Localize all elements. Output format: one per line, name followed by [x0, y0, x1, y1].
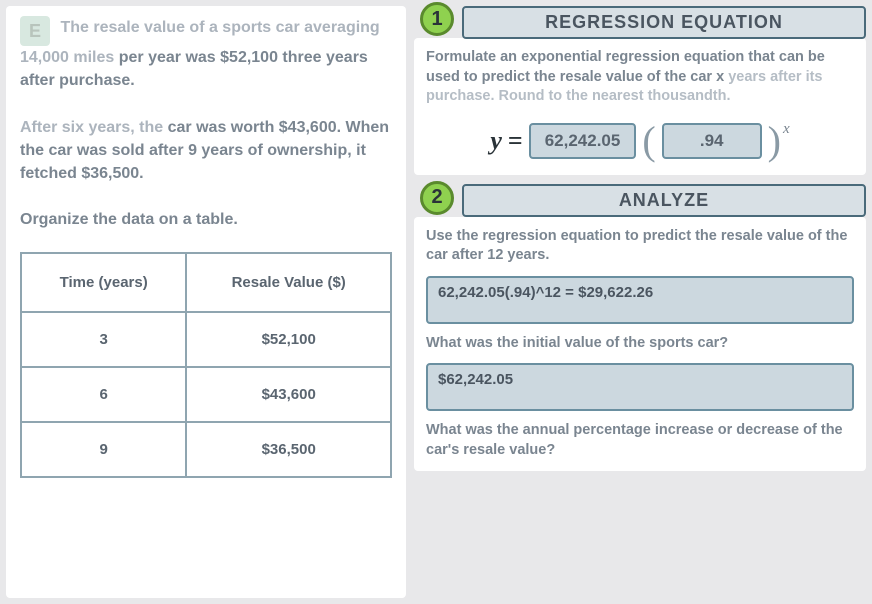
equation-row: y = 62,242.05 ( .94 ) x [426, 117, 854, 165]
table-row: 3 $52,100 [21, 312, 391, 367]
analyze-q2: What was the initial value of the sports… [426, 334, 854, 354]
equation-exponent-x: x [783, 121, 790, 138]
paren-close-icon: ) [768, 127, 781, 155]
equation-value-b[interactable]: .94 [662, 123, 762, 159]
table-cell-time: 6 [21, 367, 186, 422]
section-2-number-badge: 2 [420, 181, 454, 215]
problem-para3: Organize the data on a table. [20, 211, 238, 228]
left-panel: E The resale value of a sports car avera… [6, 6, 406, 598]
analyze-q1: Use the regression equation to predict t… [426, 227, 854, 266]
section-2-header: 2 ANALYZE [414, 185, 866, 217]
table-row: 9 $36,500 [21, 422, 391, 477]
table-header-row: Time (years) Resale Value ($) [21, 253, 391, 312]
section-1-title: REGRESSION EQUATION [462, 6, 866, 39]
data-table-container: Time (years) Resale Value ($) 3 $52,100 … [20, 252, 392, 478]
right-panel: 1 REGRESSION EQUATION Formulate an expon… [414, 6, 866, 598]
problem-para2-faded: After six years, the [20, 119, 163, 136]
table-header-value: Resale Value ($) [186, 253, 391, 312]
analyze-answer-2[interactable]: $62,242.05 [426, 363, 854, 411]
paren-open-icon: ( [642, 127, 655, 155]
section-1-instruction: Formulate an exponential regression equa… [426, 48, 854, 107]
problem-letter-badge: E [20, 16, 50, 46]
analyze-q3: What was the annual percentage increase … [426, 421, 854, 460]
table-cell-time: 9 [21, 422, 186, 477]
equation-y: y [490, 126, 502, 156]
section-1-number-badge: 1 [420, 2, 454, 36]
data-table: Time (years) Resale Value ($) 3 $52,100 … [20, 252, 392, 478]
equation-value-a[interactable]: 62,242.05 [529, 123, 637, 159]
table-cell-value: $36,500 [186, 422, 391, 477]
table-cell-time: 3 [21, 312, 186, 367]
equation-equals: = [508, 126, 523, 156]
section-analyze: 2 ANALYZE Use the regression equation to… [414, 185, 866, 471]
table-row: 6 $43,600 [21, 367, 391, 422]
section-1-header: 1 REGRESSION EQUATION [414, 6, 866, 38]
section-regression: 1 REGRESSION EQUATION Formulate an expon… [414, 6, 866, 175]
table-cell-value: $52,100 [186, 312, 391, 367]
table-cell-value: $43,600 [186, 367, 391, 422]
section-2-body: Use the regression equation to predict t… [414, 217, 866, 471]
analyze-answer-1[interactable]: 62,242.05(.94)^12 = $29,622.26 [426, 276, 854, 324]
section-1-instruction-line1: Formulate an exponential regression equa… [426, 49, 775, 65]
section-2-title: ANALYZE [462, 184, 866, 217]
section-1-body: Formulate an exponential regression equa… [414, 38, 866, 175]
problem-statement: E The resale value of a sports car avera… [20, 16, 392, 232]
table-header-time: Time (years) [21, 253, 186, 312]
